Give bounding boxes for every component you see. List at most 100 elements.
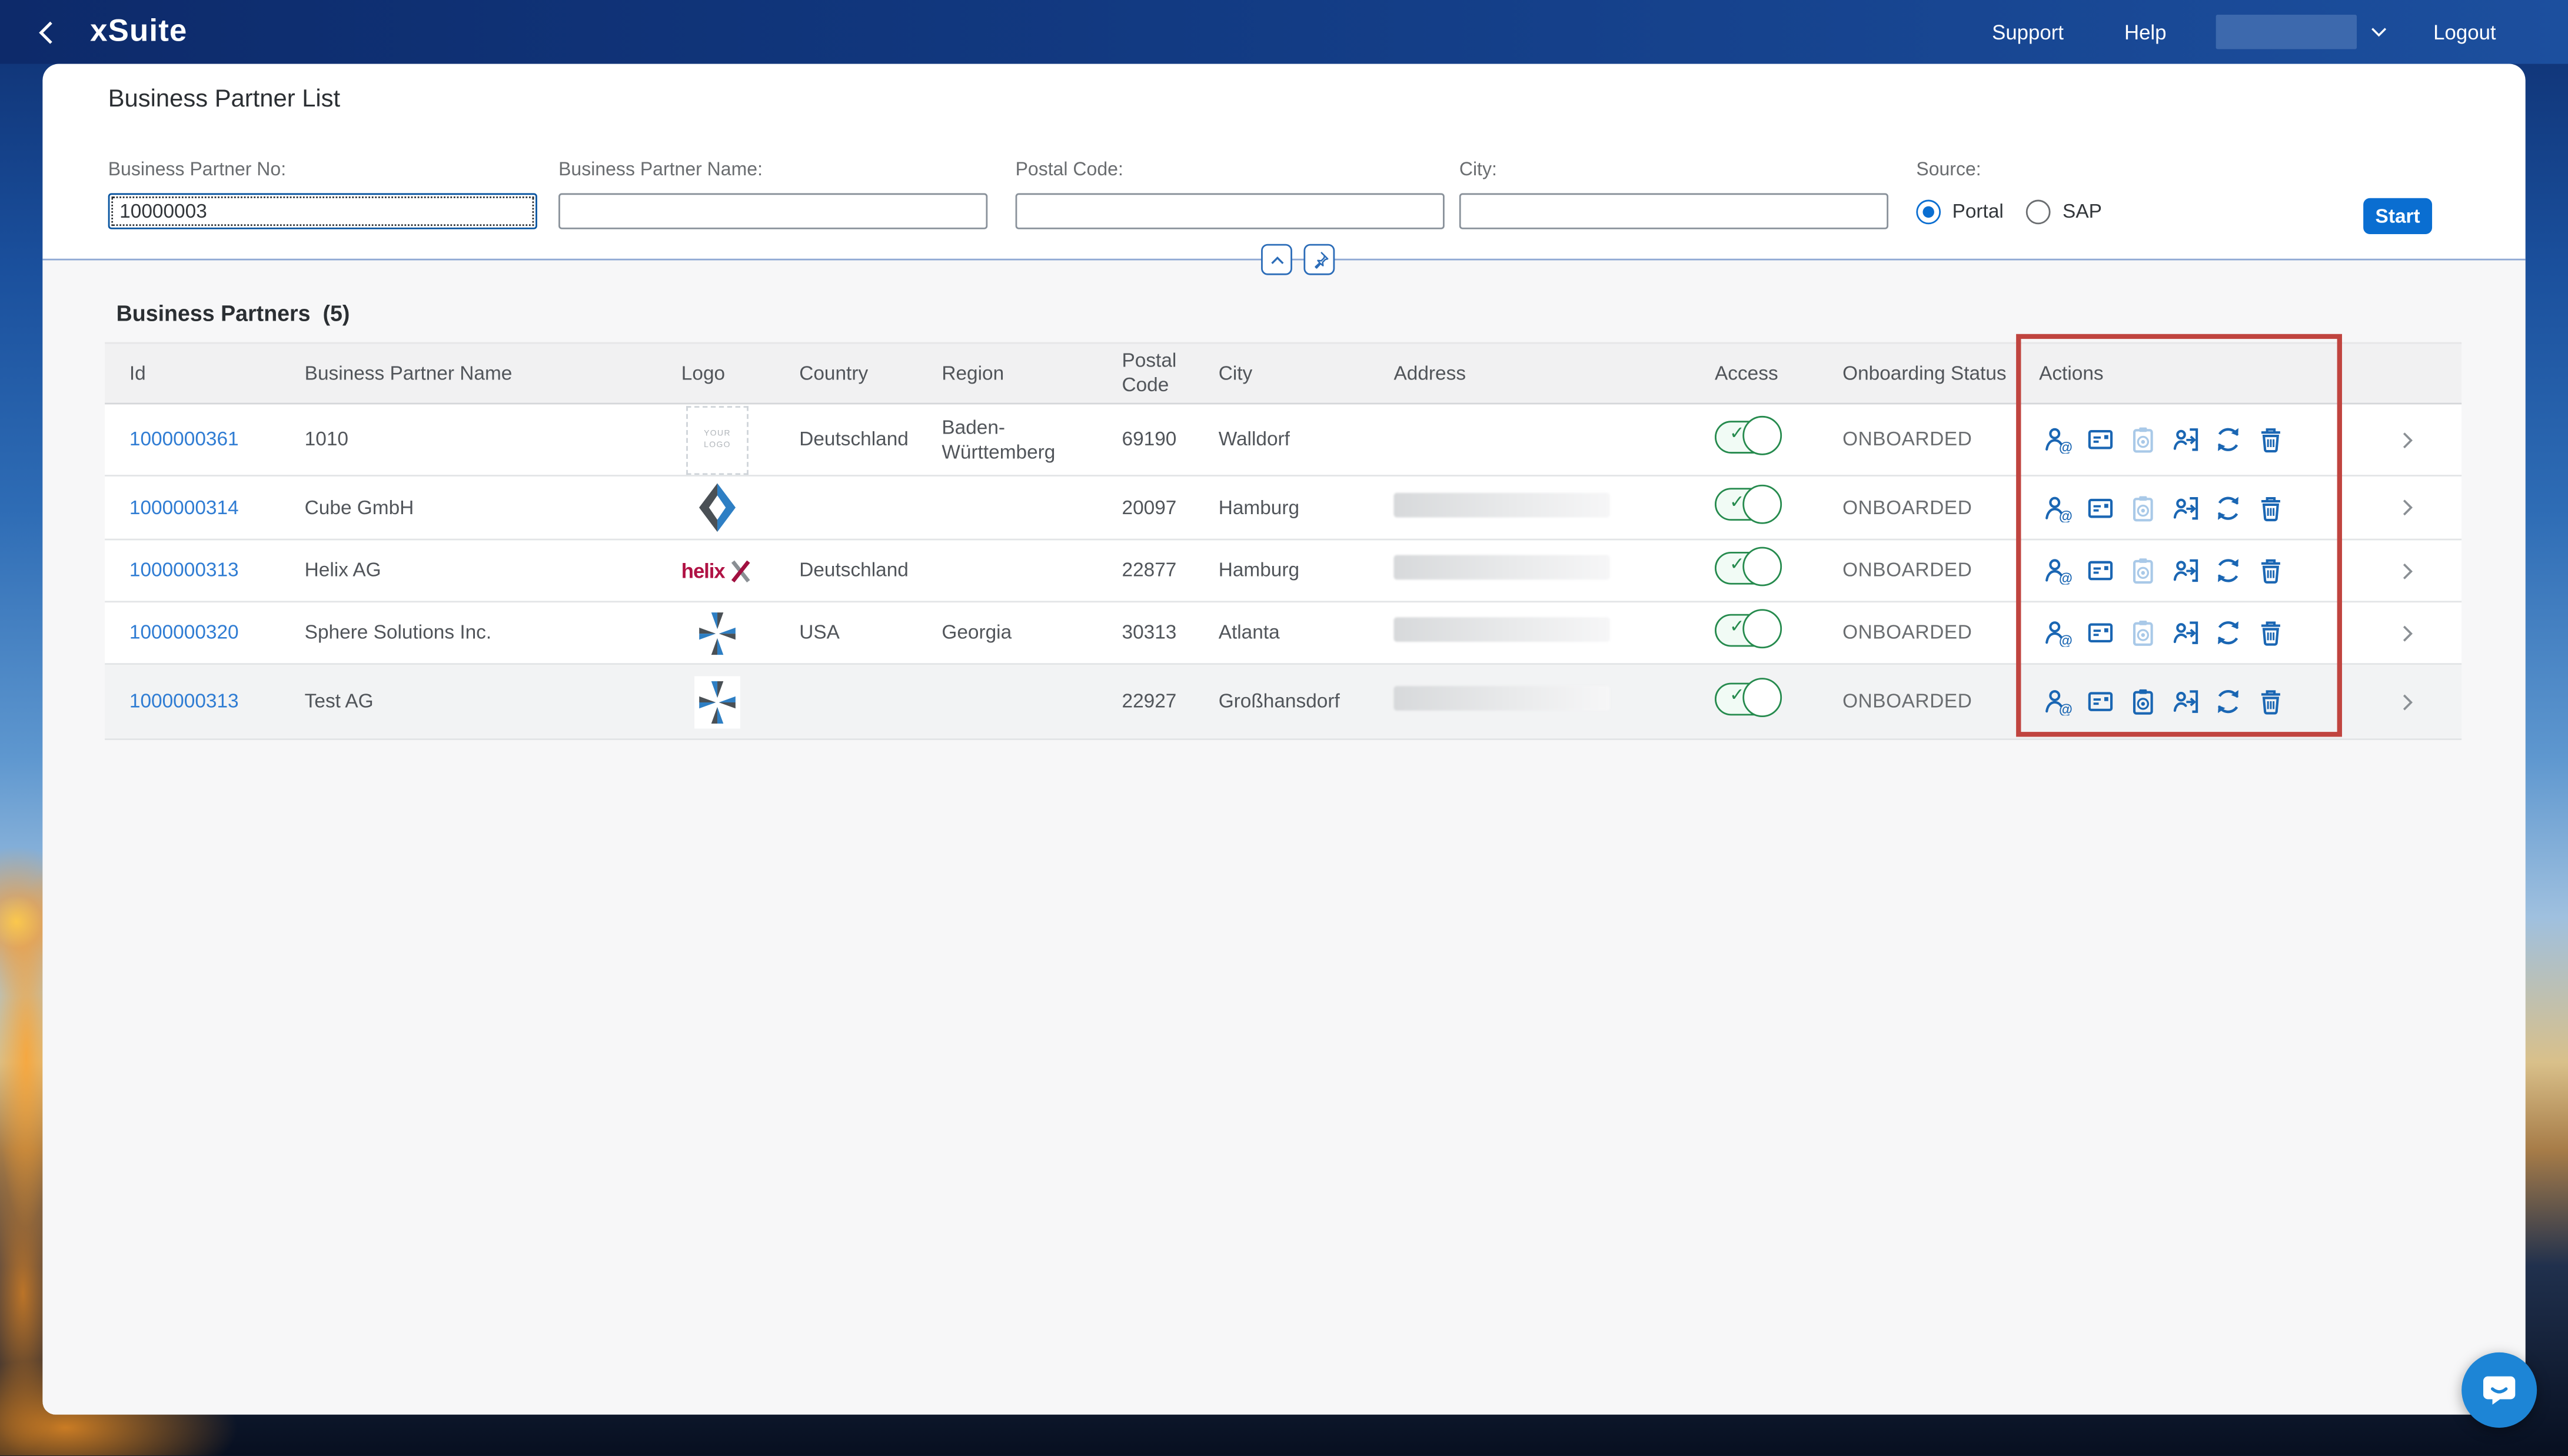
onboarding-status: ONBOARDED xyxy=(1842,689,1972,712)
bp-city-cell: Hamburg xyxy=(1218,495,1300,518)
business-partner-table: Id Business Partner Name Logo Country Re… xyxy=(105,342,2462,741)
delete-icon[interactable] xyxy=(2257,494,2284,521)
row-chevron-icon[interactable] xyxy=(2395,496,2418,519)
refresh-icon[interactable] xyxy=(2214,619,2242,647)
user-contact-icon[interactable]: @ xyxy=(2044,426,2072,454)
bp-id-link[interactable]: 1000000313 xyxy=(129,558,239,582)
user-contact-icon[interactable]: @ xyxy=(2044,494,2072,521)
bp-access-cell: ✓ xyxy=(1692,484,1819,527)
source-sap-label: SAP xyxy=(2063,199,2102,223)
refresh-icon[interactable] xyxy=(2214,494,2242,521)
user-contact-icon[interactable]: @ xyxy=(2044,619,2072,647)
table-row[interactable]: 1000000313 Test AG 22927 Großhansdorf ✓ ONBOA… xyxy=(105,664,2462,741)
bp-name-cell: Cube GmbH xyxy=(304,495,414,518)
table-row[interactable]: 1000000320 Sphere Solutions Inc. USA Georgi… xyxy=(105,602,2462,665)
row-chevron-icon[interactable] xyxy=(2395,559,2418,582)
access-toggle[interactable]: ✓ xyxy=(1715,547,1782,587)
address-redacted xyxy=(1393,492,1610,517)
access-toggle[interactable]: ✓ xyxy=(1715,609,1782,649)
table-row[interactable]: 1000000361 1010 YOUR LOGO Deutschland Baden-W… xyxy=(105,404,2462,477)
email-icon[interactable] xyxy=(2087,619,2114,647)
bp-name-input[interactable] xyxy=(558,193,988,229)
delete-icon[interactable] xyxy=(2257,426,2284,454)
bp-access-cell: ✓ xyxy=(1692,547,1819,591)
table-header-row: Id Business Partner Name Logo Country Re… xyxy=(105,342,2462,405)
delete-icon[interactable] xyxy=(2257,688,2284,715)
clipboard-icon[interactable] xyxy=(2129,494,2157,521)
clipboard-icon[interactable] xyxy=(2129,688,2157,715)
source-portal-radio[interactable] xyxy=(1916,199,1941,224)
access-toggle[interactable]: ✓ xyxy=(1715,678,1782,718)
start-button[interactable]: Start xyxy=(2363,198,2433,234)
table-row[interactable]: 1000000314 Cube GmbH 20097 Hamburg ✓ ONBOARDE… xyxy=(105,476,2462,541)
bp-address-cell xyxy=(1371,686,1692,717)
access-toggle[interactable]: ✓ xyxy=(1715,484,1782,524)
bp-id-link[interactable]: 1000000314 xyxy=(129,495,239,518)
city-input[interactable] xyxy=(1459,193,1889,229)
svg-text:@: @ xyxy=(2059,441,2072,454)
col-header-logo: Logo xyxy=(681,361,726,384)
user-transfer-icon[interactable] xyxy=(2172,688,2200,715)
delete-icon[interactable] xyxy=(2257,557,2284,584)
content-card: Business Partner List Business Partner N… xyxy=(42,64,2526,1415)
col-header-address: Address xyxy=(1393,361,1466,384)
bp-id-link[interactable]: 1000000361 xyxy=(129,427,239,451)
check-icon: ✓ xyxy=(1729,617,1745,637)
logout-link[interactable]: Logout xyxy=(2433,20,2496,44)
bp-logo-cell: helix xyxy=(658,557,776,584)
table-row[interactable]: 1000000313 Helix AG helix Deutschland 22877 H… xyxy=(105,540,2462,603)
postal-code-input[interactable] xyxy=(1015,193,1445,229)
row-chevron-icon[interactable] xyxy=(2395,621,2418,644)
refresh-icon[interactable] xyxy=(2214,688,2242,715)
bp-address-cell xyxy=(1371,492,1692,523)
refresh-icon[interactable] xyxy=(2214,426,2242,454)
col-header-status: Onboarding Status xyxy=(1842,361,2007,384)
check-icon: ✓ xyxy=(1729,424,1745,444)
chat-launcher-button[interactable] xyxy=(2461,1352,2537,1428)
actions-cell: @ xyxy=(2016,557,2352,585)
refresh-icon[interactable] xyxy=(2214,557,2242,584)
user-menu-redacted[interactable] xyxy=(2216,15,2357,49)
row-chevron-icon[interactable] xyxy=(2395,428,2418,451)
check-icon: ✓ xyxy=(1729,555,1745,575)
clipboard-icon[interactable] xyxy=(2129,619,2157,647)
page-title: Business Partner List xyxy=(108,85,341,114)
chevron-down-icon[interactable] xyxy=(2368,21,2389,42)
col-header-country: Country xyxy=(799,361,869,384)
collapse-filterbar-button[interactable] xyxy=(1261,244,1292,275)
email-icon[interactable] xyxy=(2087,688,2114,715)
bp-name-label: Business Partner Name: xyxy=(558,160,763,181)
source-label: Source: xyxy=(1916,160,1981,181)
user-contact-icon[interactable]: @ xyxy=(2044,688,2072,715)
help-link[interactable]: Help xyxy=(2124,20,2167,44)
section-title: Business Partners (5) xyxy=(116,301,350,326)
chevron-up-icon xyxy=(1270,255,1283,264)
check-icon: ✓ xyxy=(1729,686,1745,706)
bp-city-cell: Hamburg xyxy=(1218,558,1300,582)
user-contact-icon[interactable]: @ xyxy=(2044,557,2072,585)
bp-logo-cell xyxy=(658,675,776,728)
back-icon[interactable] xyxy=(33,17,62,46)
bp-logo-cell xyxy=(658,607,776,659)
user-transfer-icon[interactable] xyxy=(2172,619,2200,647)
bp-address-cell xyxy=(1371,617,1692,648)
email-icon[interactable] xyxy=(2087,494,2114,521)
user-transfer-icon[interactable] xyxy=(2172,557,2200,584)
pin-filterbar-button[interactable] xyxy=(1303,244,1335,275)
user-transfer-icon[interactable] xyxy=(2172,426,2200,454)
access-toggle[interactable]: ✓ xyxy=(1715,415,1782,455)
user-transfer-icon[interactable] xyxy=(2172,494,2200,521)
email-icon[interactable] xyxy=(2087,557,2114,584)
support-link[interactable]: Support xyxy=(1992,20,2064,44)
bp-no-input[interactable] xyxy=(108,193,537,229)
clipboard-icon[interactable] xyxy=(2129,557,2157,584)
bp-country-cell: Deutschland xyxy=(799,558,909,582)
bp-access-cell: ✓ xyxy=(1692,415,1819,459)
source-sap-radio[interactable] xyxy=(2026,199,2051,224)
delete-icon[interactable] xyxy=(2257,619,2284,647)
bp-id-link[interactable]: 1000000313 xyxy=(129,689,239,712)
email-icon[interactable] xyxy=(2087,426,2114,454)
clipboard-icon[interactable] xyxy=(2129,426,2157,454)
row-chevron-icon[interactable] xyxy=(2395,690,2418,713)
bp-id-link[interactable]: 1000000320 xyxy=(129,620,239,644)
